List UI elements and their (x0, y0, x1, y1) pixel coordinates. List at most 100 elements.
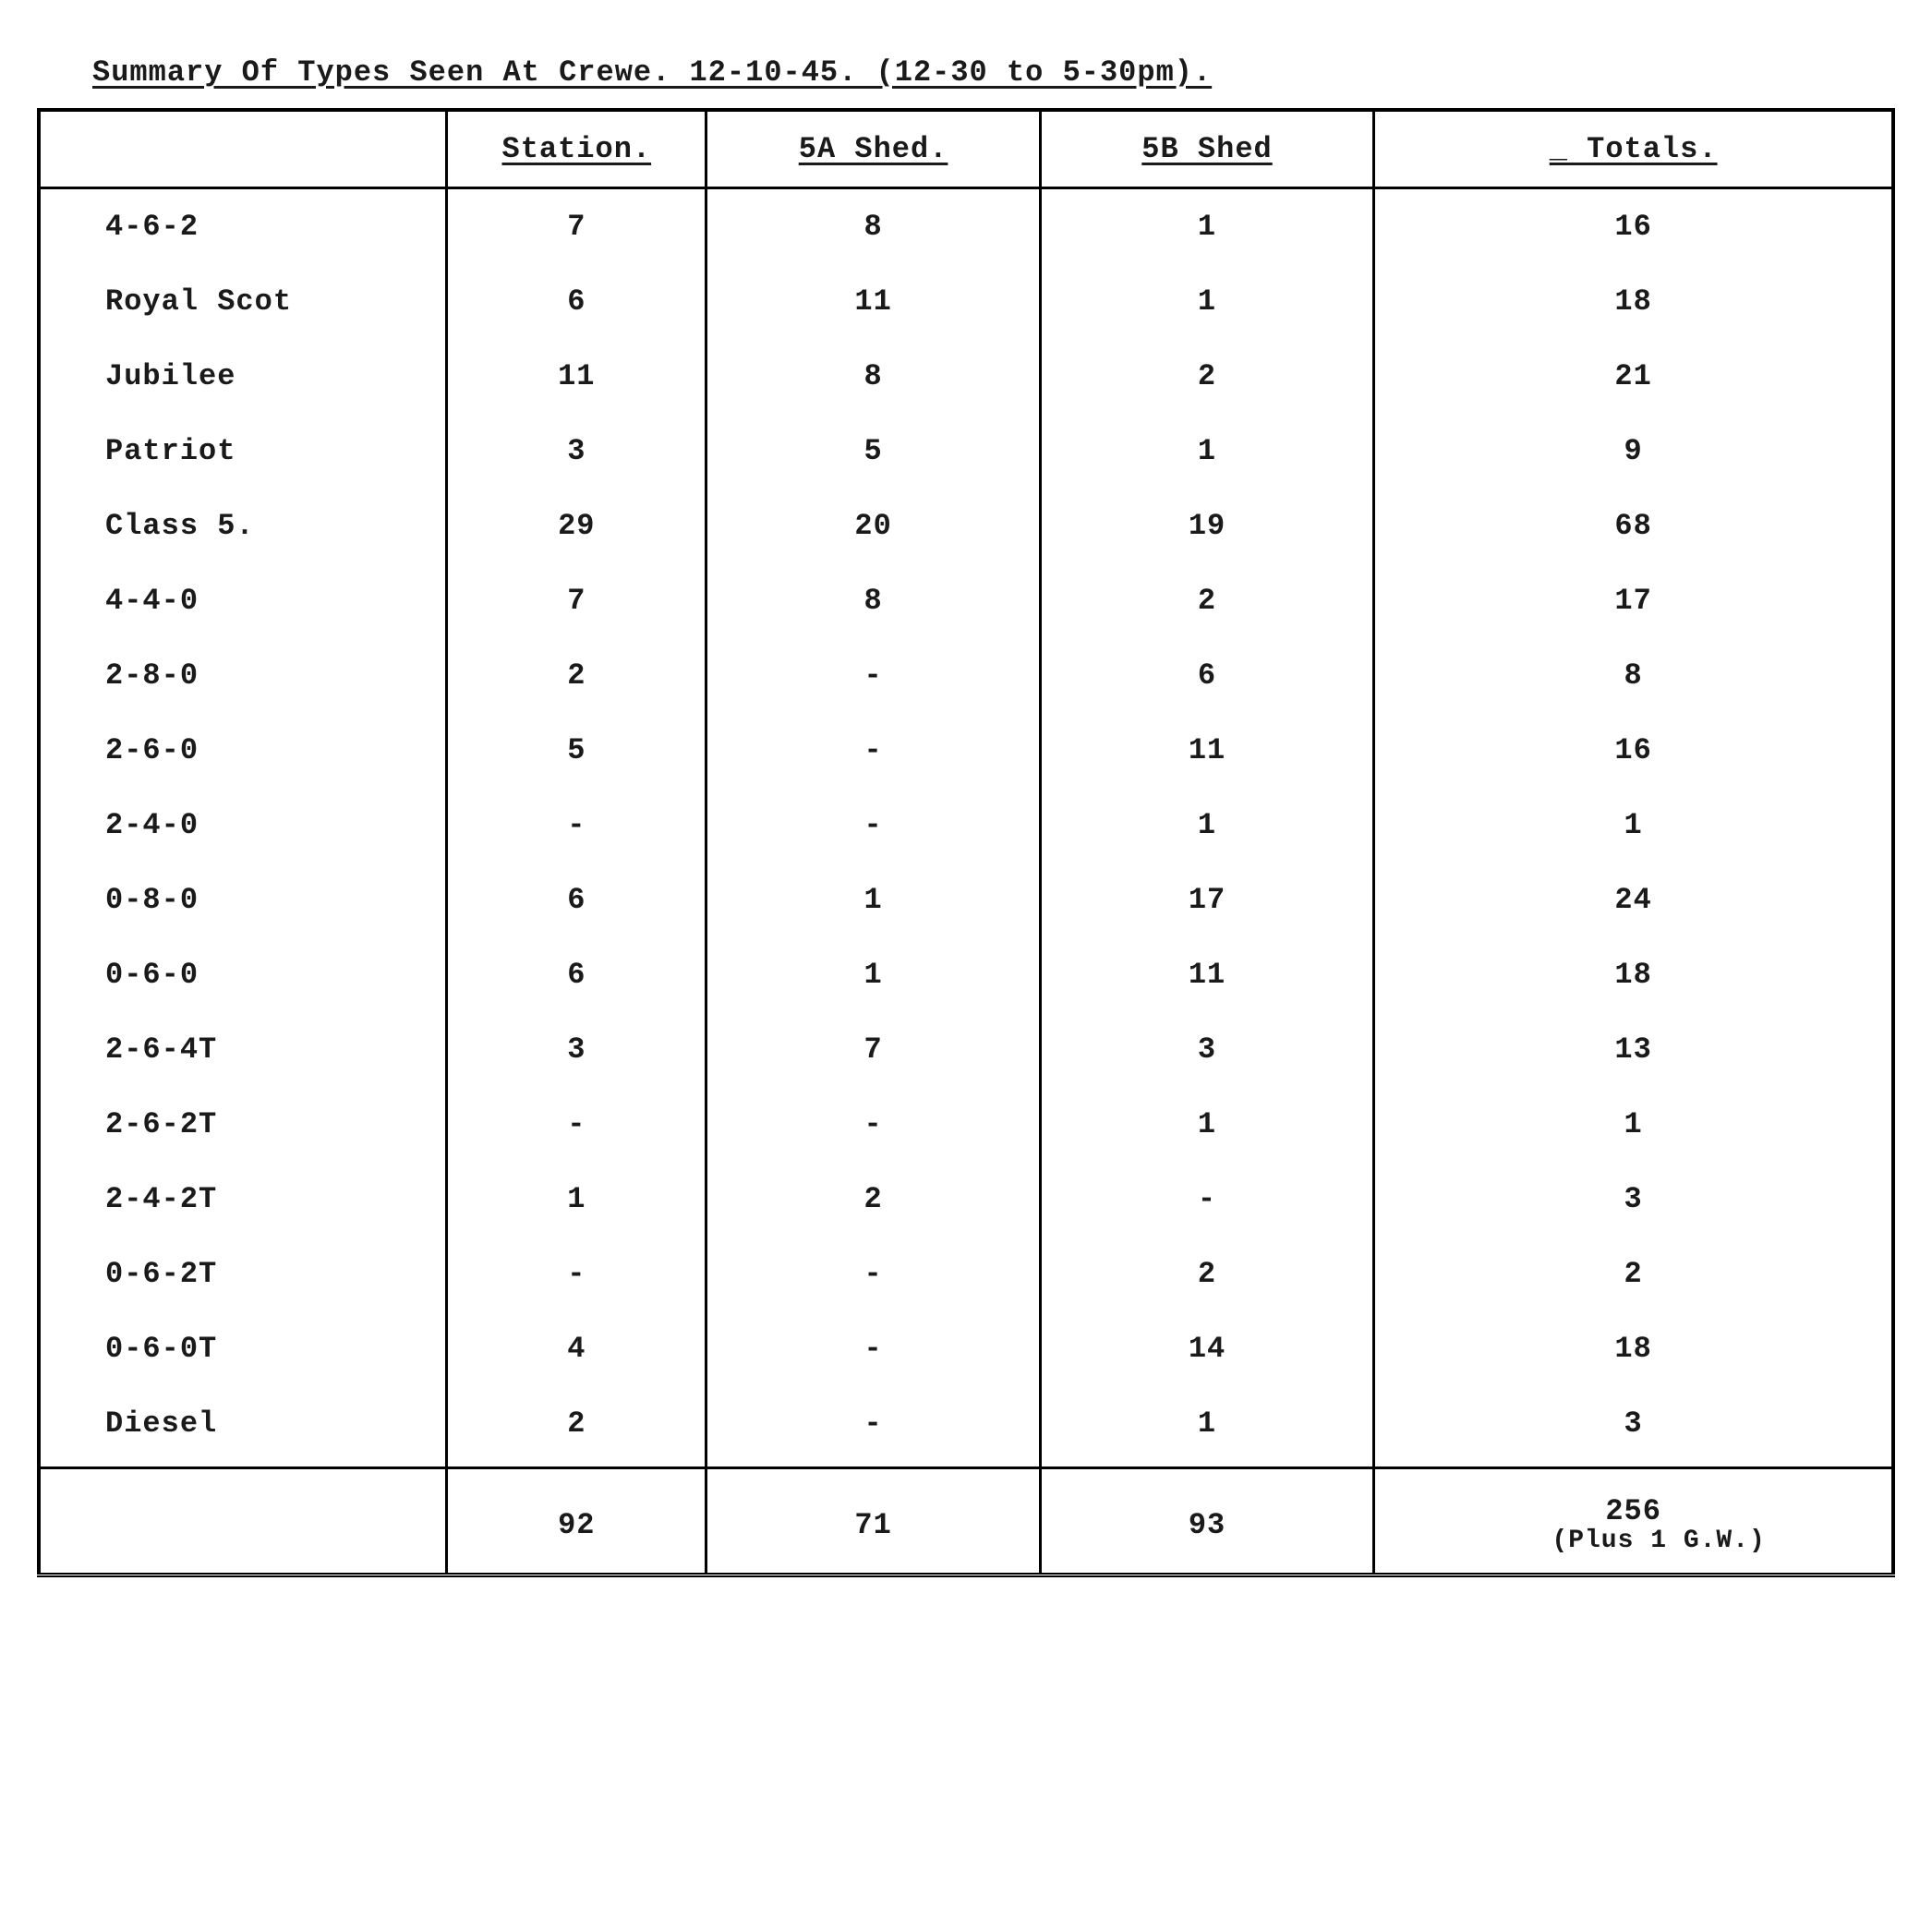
row-label: Royal Scot (39, 264, 447, 339)
row-station: - (447, 788, 706, 863)
row-label: Jubilee (39, 339, 447, 414)
row-label: 0-6-2T (39, 1237, 447, 1311)
row-total: 8 (1374, 638, 1893, 713)
row-station: 6 (447, 863, 706, 937)
row-5b: 1 (1040, 788, 1373, 863)
table-row: 0-6-0611118 (39, 937, 1893, 1012)
row-station: 2 (447, 638, 706, 713)
row-5b: 1 (1040, 264, 1373, 339)
row-station: 6 (447, 264, 706, 339)
row-5a: - (706, 788, 1040, 863)
row-5b: 19 (1040, 489, 1373, 563)
table-row: Patriot351 9 (39, 414, 1893, 489)
col-header-totals: _ Totals. (1374, 110, 1893, 188)
row-total: 13 (1374, 1012, 1893, 1087)
row-5a: 8 (706, 339, 1040, 414)
row-5a: 7 (706, 1012, 1040, 1087)
row-5b: 11 (1040, 713, 1373, 788)
row-5b: 11 (1040, 937, 1373, 1012)
row-station: 1 (447, 1162, 706, 1237)
table-row: 2-4-2T12- 3 (39, 1162, 1893, 1237)
row-station: 7 (447, 188, 706, 265)
row-5b: 2 (1040, 339, 1373, 414)
row-station: 11 (447, 339, 706, 414)
row-label: Patriot (39, 414, 447, 489)
table-row: 0-8-0611724 (39, 863, 1893, 937)
table-row: Diesel2-1 3 (39, 1386, 1893, 1468)
table-row: Class 5.29201968 (39, 489, 1893, 563)
table-header-row: Station. 5A Shed. 5B Shed _ Totals. (39, 110, 1893, 188)
row-total: 1 (1374, 788, 1893, 863)
row-total: 17 (1374, 563, 1893, 638)
row-5a: - (706, 1311, 1040, 1386)
footer-totals: 256 (Plus 1 G.W.) (1374, 1468, 1893, 1575)
summary-table: Station. 5A Shed. 5B Shed _ Totals. 4-6-… (37, 108, 1895, 1577)
row-station: - (447, 1237, 706, 1311)
table-row: 0-6-2T--2 2 (39, 1237, 1893, 1311)
table-row: 2-6-05-1116 (39, 713, 1893, 788)
row-label: 0-6-0 (39, 937, 447, 1012)
table-row: 2-4-0--1 1 (39, 788, 1893, 863)
row-total: 3 (1374, 1162, 1893, 1237)
table-footer-row: 92 71 93 256 (Plus 1 G.W.) (39, 1468, 1893, 1575)
row-total: 2 (1374, 1237, 1893, 1311)
row-station: 7 (447, 563, 706, 638)
row-total: 68 (1374, 489, 1893, 563)
document-page: Summary Of Types Seen At Crewe. 12-10-45… (37, 55, 1895, 1577)
row-label: 2-6-4T (39, 1012, 447, 1087)
row-5a: - (706, 1237, 1040, 1311)
row-5a: 20 (706, 489, 1040, 563)
row-5b: 2 (1040, 563, 1373, 638)
col-header-label (39, 110, 447, 188)
table-body: 4-6-278116Royal Scot611118Jubilee118221P… (39, 188, 1893, 1468)
row-5a: 5 (706, 414, 1040, 489)
footer-station: 92 (447, 1468, 706, 1575)
row-label: 4-6-2 (39, 188, 447, 265)
table-row: 0-6-0T4-1418 (39, 1311, 1893, 1386)
row-5b: 1 (1040, 1087, 1373, 1162)
footer-5a: 71 (706, 1468, 1040, 1575)
row-5a: - (706, 1386, 1040, 1468)
row-5a: 8 (706, 563, 1040, 638)
row-total: 18 (1374, 264, 1893, 339)
row-total: 1 (1374, 1087, 1893, 1162)
row-5b: 2 (1040, 1237, 1373, 1311)
row-total: 16 (1374, 188, 1893, 265)
row-5b: - (1040, 1162, 1373, 1237)
row-5a: - (706, 713, 1040, 788)
col-header-5a: 5A Shed. (706, 110, 1040, 188)
row-label: 2-8-0 (39, 638, 447, 713)
table-row: 4-4-078217 (39, 563, 1893, 638)
row-5a: - (706, 638, 1040, 713)
row-total: 21 (1374, 339, 1893, 414)
row-station: 3 (447, 1012, 706, 1087)
row-5a: 1 (706, 937, 1040, 1012)
row-5b: 17 (1040, 863, 1373, 937)
table-row: Royal Scot611118 (39, 264, 1893, 339)
row-label: 0-8-0 (39, 863, 447, 937)
row-total: 18 (1374, 1311, 1893, 1386)
row-total: 18 (1374, 937, 1893, 1012)
row-label: 2-6-0 (39, 713, 447, 788)
row-station: 5 (447, 713, 706, 788)
table-row: Jubilee118221 (39, 339, 1893, 414)
row-label: 2-4-2T (39, 1162, 447, 1237)
row-5b: 1 (1040, 188, 1373, 265)
row-total: 24 (1374, 863, 1893, 937)
row-5a: 11 (706, 264, 1040, 339)
row-5a: 8 (706, 188, 1040, 265)
row-label: 4-4-0 (39, 563, 447, 638)
title-wrap: Summary Of Types Seen At Crewe. 12-10-45… (37, 55, 1895, 90)
row-5a: 1 (706, 863, 1040, 937)
col-header-5b: 5B Shed (1040, 110, 1373, 188)
row-5a: - (706, 1087, 1040, 1162)
page-title: Summary Of Types Seen At Crewe. 12-10-45… (92, 55, 1212, 90)
row-5a: 2 (706, 1162, 1040, 1237)
row-label: 2-4-0 (39, 788, 447, 863)
table-row: 2-6-4T37313 (39, 1012, 1893, 1087)
row-label: Diesel (39, 1386, 447, 1468)
row-label: 0-6-0T (39, 1311, 447, 1386)
row-total: 16 (1374, 713, 1893, 788)
row-5b: 1 (1040, 1386, 1373, 1468)
row-label: Class 5. (39, 489, 447, 563)
